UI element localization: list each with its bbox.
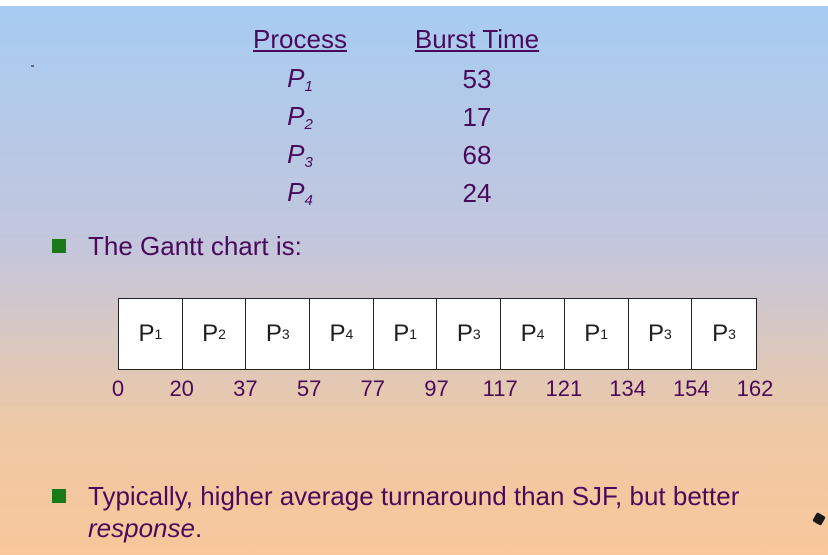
process-name: P4 [287,177,313,209]
gantt-tick-label: 134 [609,376,646,401]
bullet-text: Typically, higher average turnaround tha… [88,480,808,544]
mouse-cursor-icon [812,512,826,526]
gantt-time-axis: 0 20 37 57 77 97 117 121 134 154 162 [0,376,828,406]
process-name: P1 [287,63,313,95]
burst-value: 53 [462,63,492,94]
table-row: P3 68 [230,136,600,174]
gantt-tick-label: 162 [736,376,774,401]
burst-value: 24 [462,177,492,208]
gantt-tick-label: 117 [482,376,518,401]
gantt-tick-label: 77 [360,376,386,401]
summary-emphasis: response [88,513,195,543]
burst-value: 17 [462,101,492,132]
stray-dot [31,65,34,67]
summary-end: . [194,513,203,543]
gantt-tick-label: 20 [169,376,194,401]
bullet-summary: Typically, higher average turnaround tha… [52,480,812,544]
table-header: Process Burst Time [230,24,600,60]
gantt-tick-label: 57 [296,376,322,401]
gantt-tick-label: 0 [111,376,125,401]
top-strip [0,0,828,6]
process-table: Process Burst Time P1 53 P2 17 P3 68 P4 … [230,24,600,212]
bullet-square-icon [52,239,66,253]
process-name: P2 [287,101,313,133]
bullet-gantt-intro: The Gantt chart is: [52,230,302,262]
summary-main: Typically, higher average turnaround tha… [88,481,740,511]
table-row: P1 53 [230,60,600,98]
gantt-tick-label: 154 [672,376,710,401]
header-process: Process [253,24,347,54]
burst-value: 68 [462,139,492,170]
process-name: P3 [287,139,313,171]
gantt-tick-label: 121 [545,376,583,401]
gantt-tick-label: 37 [233,376,258,401]
header-burst-time: Burst Time [414,24,540,54]
table-row: P4 24 [230,174,600,212]
gantt-tick-label: 97 [424,376,449,401]
table-row: P2 17 [230,98,600,136]
bullet-text: The Gantt chart is: [88,231,302,261]
bullet-square-icon [52,489,66,503]
